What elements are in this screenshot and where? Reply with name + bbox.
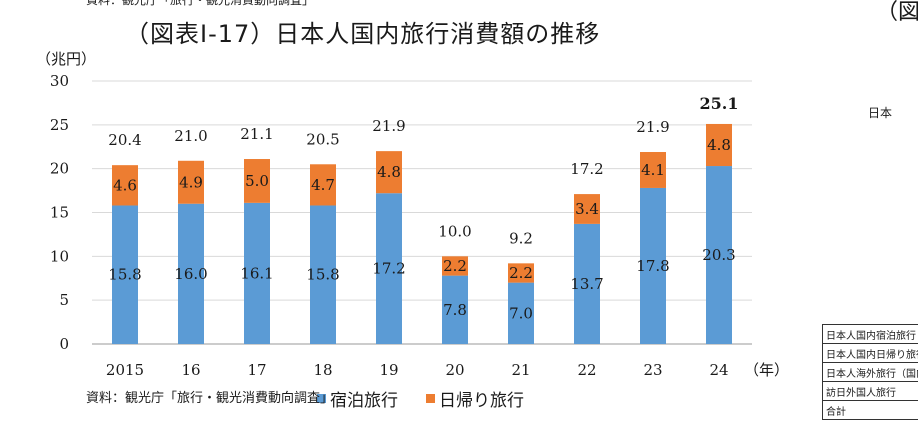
bar-daytrip <box>376 151 402 194</box>
table-cell: 合計 <box>822 400 918 420</box>
y-tick-label: 0 <box>59 335 69 353</box>
table-cell: 訪日外国人旅行 <box>822 381 918 401</box>
legend-swatch-daytrip <box>426 394 435 403</box>
x-tick-label: 24 <box>709 361 728 379</box>
y-tick-label: 25 <box>50 116 69 134</box>
bar-stay <box>112 205 138 344</box>
total-label: 25.1 <box>700 94 739 113</box>
table-row: 日本人国内日帰り旅行 <box>822 343 918 363</box>
y-tick-label: 20 <box>50 160 69 178</box>
bar-daytrip <box>508 263 534 283</box>
bar-stay <box>376 193 402 344</box>
data-label-stay: 16.0 <box>174 265 207 283</box>
data-label-daytrip: 5.0 <box>245 172 269 190</box>
bar-stay <box>178 203 204 344</box>
x-tick-label: 18 <box>313 361 332 379</box>
bar-daytrip <box>310 164 336 206</box>
data-label-daytrip: 2.2 <box>443 257 467 275</box>
total-label: 20.4 <box>108 131 141 149</box>
bar-stay <box>574 223 600 344</box>
data-label-stay: 15.8 <box>306 266 339 284</box>
legend-item-stay: 宿泊旅行 <box>317 386 398 411</box>
table-cell: 日本人国内日帰り旅行 <box>822 343 918 363</box>
legend-label-daytrip: 日帰り旅行 <box>439 391 524 411</box>
legend-item-daytrip: 日帰り旅行 <box>426 386 524 411</box>
bar-stay <box>640 187 666 344</box>
right-partial-table: 日本人国内宿泊旅行 日本人国内日帰り旅行 日本人海外旅行（国内分） 訪日外国人旅… <box>822 324 918 420</box>
bar-daytrip <box>706 123 732 167</box>
y-tick-label: 30 <box>50 72 69 90</box>
y-tick-label: 5 <box>59 291 69 309</box>
data-label-daytrip: 4.8 <box>707 136 731 154</box>
x-tick-label: 17 <box>247 361 266 379</box>
table-row: 日本人国内宿泊旅行 <box>822 324 918 344</box>
legend-label-stay: 宿泊旅行 <box>330 391 398 411</box>
data-label-stay: 15.8 <box>108 266 141 284</box>
x-axis-unit-label: （年） <box>744 361 790 379</box>
total-label: 10.0 <box>438 222 471 240</box>
bar-stay <box>442 275 468 344</box>
data-label-stay: 7.0 <box>509 304 533 322</box>
total-label: 21.9 <box>636 118 669 136</box>
table-cell: 日本人海外旅行（国内分） <box>822 362 918 382</box>
bar-daytrip <box>244 159 270 203</box>
data-label-daytrip: 2.2 <box>509 264 533 282</box>
bar-stay <box>706 166 732 344</box>
data-label-daytrip: 4.6 <box>113 176 137 194</box>
x-tick-label: 22 <box>577 361 596 379</box>
data-label-daytrip: 3.4 <box>575 200 599 218</box>
data-label-daytrip: 4.9 <box>179 173 203 191</box>
bar-daytrip <box>574 194 600 224</box>
source-note: 資料：観光庁「旅行・観光消費動向調査」 <box>86 391 334 406</box>
data-label-daytrip: 4.8 <box>377 163 401 181</box>
data-label-daytrip: 4.1 <box>641 161 665 179</box>
bar-daytrip <box>442 256 468 276</box>
chart-legend: 宿泊旅行 日帰り旅行 <box>317 386 524 411</box>
x-tick-label: 23 <box>643 361 662 379</box>
x-tick-label: 21 <box>511 361 530 379</box>
total-label: 21.9 <box>372 117 405 135</box>
top-source-note: 資料：観光庁「旅行・観光消費動向調査」 <box>86 0 315 7</box>
bar-daytrip <box>112 165 138 206</box>
data-label-stay: 17.8 <box>636 257 669 275</box>
bar-daytrip <box>178 160 204 204</box>
chart-title: （図表Ⅰ-17）日本人国内旅行消費額の推移 <box>125 20 601 48</box>
data-label-stay: 7.8 <box>443 301 467 319</box>
data-label-stay: 20.3 <box>702 246 735 264</box>
data-label-stay: 16.1 <box>240 264 273 282</box>
table-row: 訪日外国人旅行 <box>822 381 918 401</box>
y-axis-unit-label: （兆円） <box>36 50 97 68</box>
bar-daytrip <box>640 152 666 188</box>
legend-swatch-stay <box>317 394 326 403</box>
data-label-stay: 13.7 <box>570 275 603 293</box>
y-tick-label: 10 <box>50 247 69 265</box>
total-label: 9.2 <box>509 229 533 247</box>
y-tick-label: 15 <box>50 204 69 222</box>
x-tick-label: 20 <box>445 361 464 379</box>
table-row: 合計 <box>822 400 918 420</box>
total-label: 21.1 <box>240 125 273 143</box>
total-label: 17.2 <box>570 160 603 178</box>
total-label: 20.5 <box>306 130 339 148</box>
bar-stay <box>508 282 534 344</box>
bar-stay <box>244 202 270 344</box>
total-label: 21.0 <box>174 127 207 145</box>
x-tick-label: 16 <box>181 361 200 379</box>
right-chart-title-partial: （図表 <box>876 0 918 25</box>
data-label-daytrip: 4.7 <box>311 176 335 194</box>
x-tick-label: 19 <box>379 361 398 379</box>
table-cell: 日本人国内宿泊旅行 <box>822 324 918 344</box>
right-chart-text-partial: 日本 <box>868 106 893 120</box>
bar-stay <box>310 205 336 344</box>
x-tick-label: 2015 <box>106 361 144 379</box>
data-label-stay: 17.2 <box>372 260 405 278</box>
table-row: 日本人海外旅行（国内分） <box>822 362 918 382</box>
